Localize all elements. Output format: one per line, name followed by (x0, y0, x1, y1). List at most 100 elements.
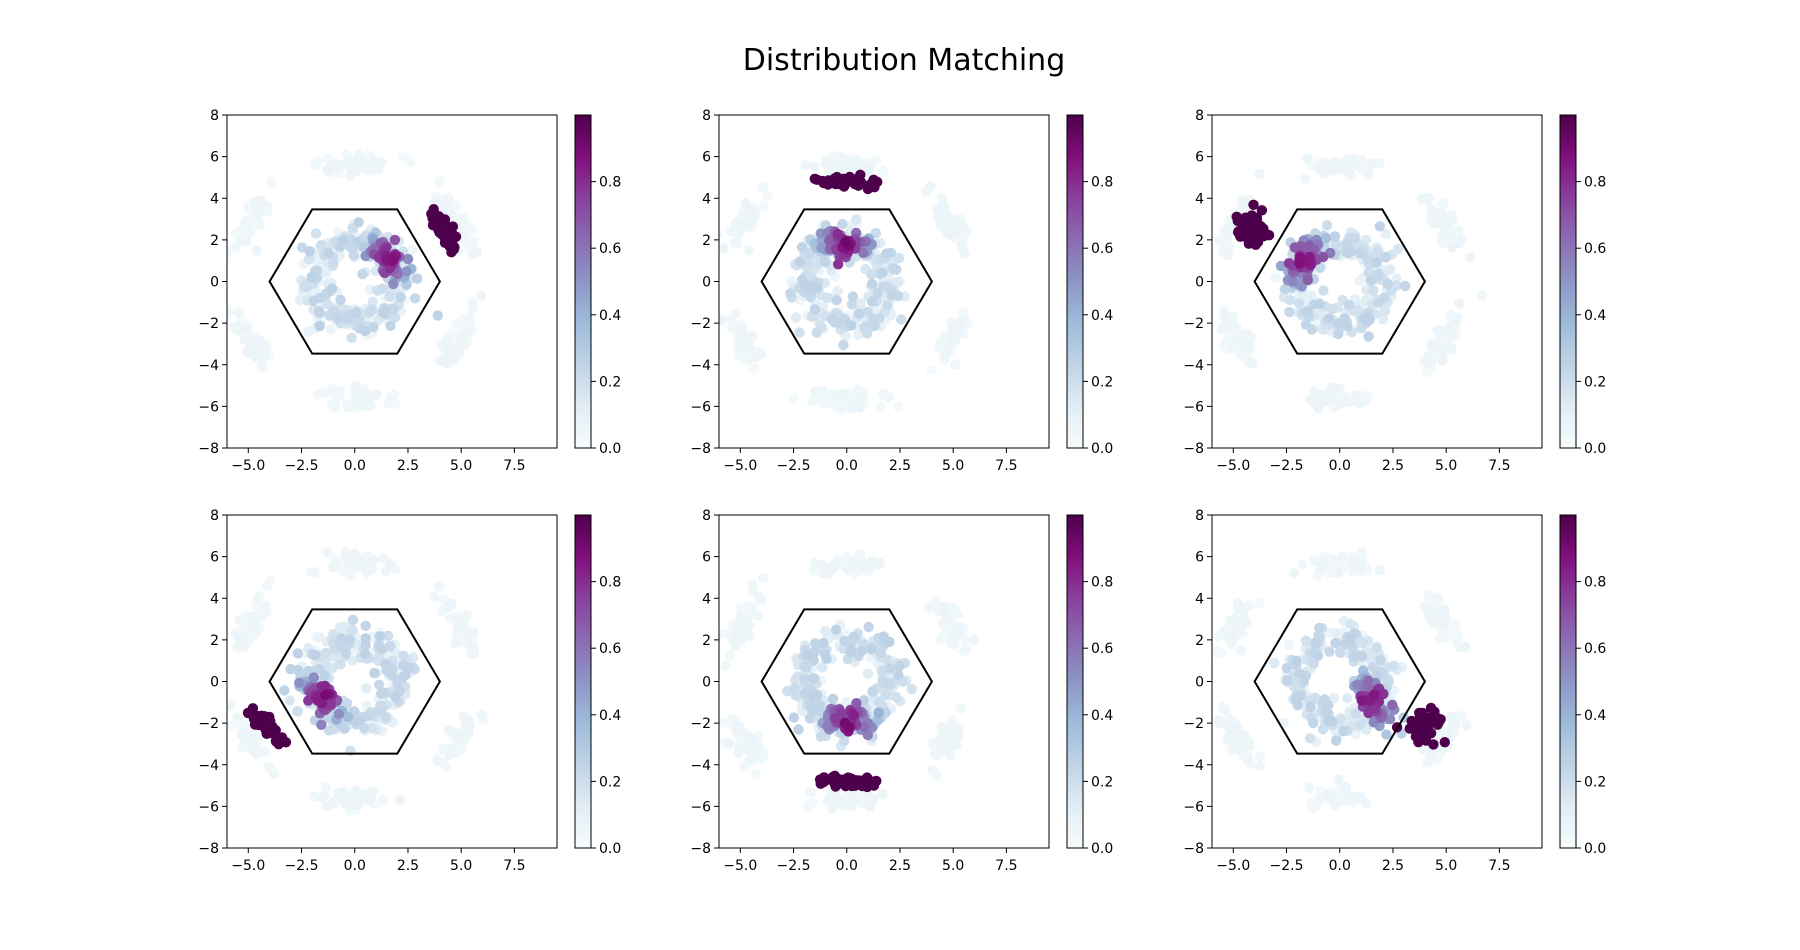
y-tick-label: 8 (210, 108, 219, 124)
data-point (432, 754, 443, 765)
colorbar: 0.0 0.2 0.4 0.6 0.8 (574, 514, 621, 857)
data-point (1328, 692, 1340, 704)
data-point (817, 559, 828, 571)
data-point (312, 257, 323, 268)
data-point (837, 218, 848, 230)
data-point (950, 359, 961, 370)
y-tick-label: 2 (1195, 633, 1204, 649)
y-tick-label: 0 (1195, 275, 1204, 291)
data-point (748, 362, 759, 374)
data-point (454, 731, 465, 742)
data-point (827, 693, 839, 705)
data-point (807, 797, 818, 808)
data-point (1356, 323, 1367, 334)
data-point (1431, 713, 1443, 724)
data-point (1350, 729, 1361, 740)
data-point (725, 313, 736, 325)
data-point (1341, 238, 1352, 250)
data-point (366, 722, 378, 734)
y-tick-label: −2 (198, 716, 219, 732)
data-point (343, 401, 354, 412)
data-point (1329, 231, 1341, 242)
x-tick-label: 7.5 (503, 858, 525, 874)
data-point (453, 348, 465, 359)
y-tick-label: 8 (702, 508, 711, 524)
data-point (1323, 715, 1334, 727)
data-point (799, 688, 811, 699)
colorbar-tick-label: 0.4 (1091, 308, 1113, 324)
data-point (1234, 337, 1245, 348)
colorbar-gradient (1559, 114, 1577, 449)
data-point (838, 340, 849, 351)
data-point (233, 307, 245, 318)
data-point (1339, 313, 1350, 324)
x-tick-label: −2.5 (285, 858, 319, 874)
colorbar: 0.0 0.2 0.4 0.6 0.8 (1066, 114, 1113, 457)
data-point (1313, 795, 1324, 806)
y-tick-label: 6 (702, 150, 711, 166)
data-point (968, 634, 979, 646)
data-point (818, 386, 829, 398)
data-point (873, 559, 884, 570)
data-point (251, 245, 262, 257)
data-point (405, 156, 416, 168)
data-point (378, 308, 390, 319)
data-point (1254, 168, 1265, 180)
data-point (1242, 754, 1254, 766)
data-point (862, 729, 873, 741)
data-point (856, 645, 867, 657)
data-point (270, 736, 282, 747)
data-point (232, 324, 243, 336)
colorbar-gradient (574, 514, 592, 849)
data-point (380, 658, 391, 670)
data-point (1313, 650, 1324, 661)
data-point (1365, 158, 1377, 169)
data-point (1447, 331, 1458, 343)
data-point (822, 292, 833, 304)
data-point (794, 256, 806, 267)
data-point (936, 722, 947, 733)
data-point (723, 738, 735, 749)
data-point (389, 234, 401, 246)
colorbar-tick-label: 0.0 (1091, 841, 1113, 857)
data-point (815, 731, 826, 742)
data-point (450, 318, 462, 330)
data-point (258, 351, 269, 363)
data-point (310, 228, 322, 239)
data-point (227, 250, 231, 260)
data-point (1289, 242, 1301, 253)
data-point (1343, 299, 1355, 311)
data-point (1413, 722, 1425, 734)
data-point (956, 240, 967, 251)
data-point (851, 698, 862, 709)
data-point (306, 271, 317, 283)
data-point (387, 670, 398, 681)
colorbar: 0.0 0.2 0.4 0.6 0.8 (574, 114, 621, 457)
data-point (802, 257, 814, 268)
plot-area (719, 548, 979, 815)
data-point (368, 554, 379, 566)
data-point (878, 165, 889, 177)
data-point (1363, 169, 1374, 181)
data-point (1347, 558, 1358, 570)
data-point (322, 547, 333, 558)
y-tick-label: 4 (210, 191, 219, 207)
data-point (464, 316, 476, 327)
data-point (957, 218, 968, 230)
data-point (316, 240, 327, 251)
data-point (1305, 394, 1316, 405)
data-point (1314, 262, 1326, 273)
y-tick-label: 6 (210, 150, 219, 166)
data-point (1222, 250, 1234, 261)
y-tick-label: 4 (1195, 591, 1204, 607)
data-point (719, 230, 722, 240)
y-tick-label: −8 (198, 841, 219, 857)
data-point (406, 244, 417, 255)
plot-area (227, 547, 489, 816)
data-point (235, 636, 246, 648)
data-point (383, 630, 394, 642)
data-point (1332, 565, 1343, 576)
y-tick-label: −6 (690, 399, 711, 415)
data-point (737, 322, 748, 333)
data-point (331, 161, 342, 172)
